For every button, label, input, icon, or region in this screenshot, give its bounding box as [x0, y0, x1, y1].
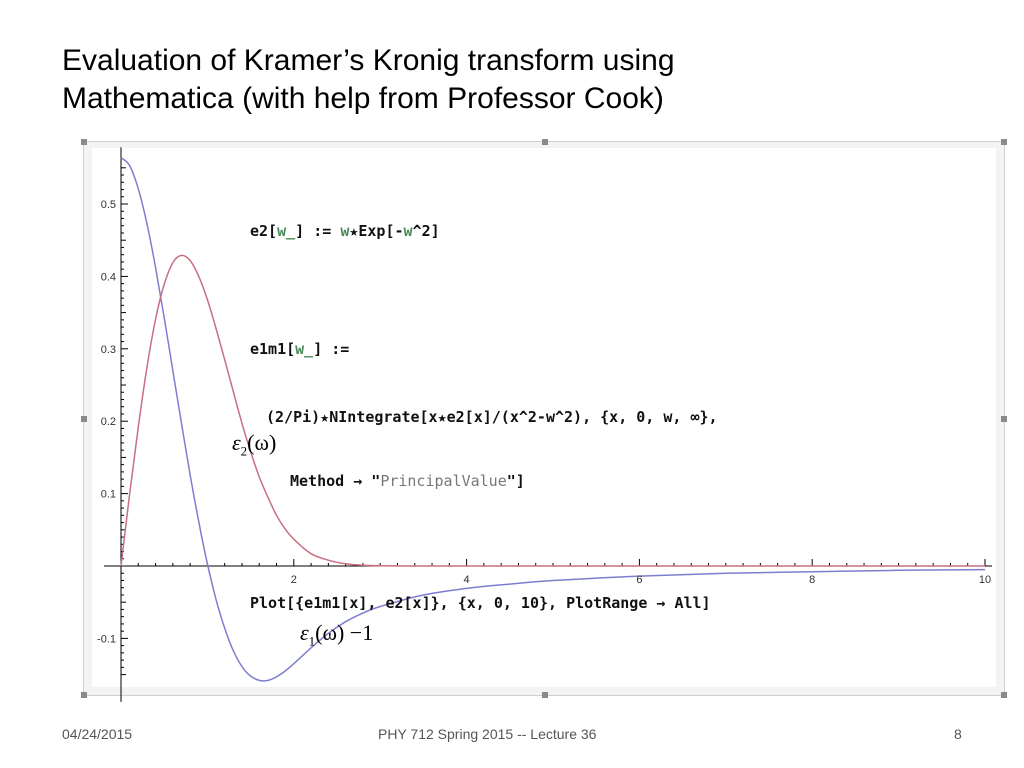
- resize-handle-br[interactable]: [1001, 692, 1007, 698]
- code-token: ] :=: [313, 340, 350, 358]
- y-tick-label: -0.1: [97, 633, 116, 645]
- plot-canvas: [92, 148, 996, 687]
- eps1-subscript: 1: [308, 633, 316, 649]
- x-tick-label: 4: [464, 574, 470, 586]
- code-line-5: Plot[{e1m1[x], e2[x]}, {x, 0, 10}, PlotR…: [250, 594, 711, 612]
- footer-page-number: 8: [954, 726, 962, 742]
- series-line-e1m1: [120, 157, 986, 682]
- footer-course: PHY 712 Spring 2015 -- Lecture 36: [378, 726, 597, 742]
- code-token: w: [403, 222, 413, 240]
- code-token: w: [340, 222, 350, 240]
- x-tick-label: 6: [636, 574, 642, 586]
- code-line-4: Method → "PrincipalValue"]: [250, 471, 718, 491]
- code-token: ★Exp[-: [349, 222, 404, 240]
- code-token: "]: [506, 472, 525, 490]
- code-token: ] :=: [295, 222, 341, 240]
- code-line-2: e1m1[w_] :=: [250, 339, 718, 359]
- slide-title: Evaluation of Kramer’s Kronig transform …: [62, 42, 962, 118]
- y-tick-label: 0.5: [101, 199, 116, 211]
- eps2-argument: (ω): [247, 430, 277, 455]
- x-tick-label: 10: [979, 574, 991, 586]
- footer-date: 04/24/2015: [62, 726, 133, 742]
- code-token: e2[: [250, 222, 278, 240]
- code-line-3: (2/Pi)★NIntegrate[x★e2[x]/(x^2-w^2), {x,…: [266, 408, 718, 426]
- slide-title-line-2: Mathematica (with help from Professor Co…: [62, 82, 664, 115]
- eps2-subscript: 2: [240, 443, 248, 459]
- code-token: Method → ": [290, 472, 381, 490]
- x-tick-label: 8: [809, 574, 815, 586]
- mathematica-code: e2[w_] := w★Exp[-w^2] e1m1[w_] := (2/Pi)…: [250, 181, 718, 633]
- y-tick-label: 0.2: [101, 416, 116, 428]
- resize-handle-tc[interactable]: [542, 139, 548, 145]
- slide-title-line-1: Evaluation of Kramer’s Kronig transform …: [62, 44, 675, 77]
- resize-handle-mr[interactable]: [1001, 416, 1007, 422]
- resize-handle-tr[interactable]: [1001, 139, 1007, 145]
- resize-handle-ml[interactable]: [81, 416, 87, 422]
- y-tick-label: 0.3: [101, 344, 116, 356]
- x-tick-label: 2: [291, 574, 297, 586]
- resize-handle-bl[interactable]: [81, 692, 87, 698]
- plot-figure[interactable]: [81, 139, 1007, 698]
- y-tick-label: 0.4: [101, 271, 116, 283]
- code-line-1: e2[w_] := w★Exp[-w^2]: [250, 221, 718, 241]
- code-token: w_: [295, 340, 314, 358]
- code-token: ^2]: [412, 222, 440, 240]
- code-token: e1m1[: [250, 340, 296, 358]
- series-line-e2: [120, 254, 985, 567]
- eps2-symbol: ε: [232, 430, 241, 455]
- code-token: w_: [277, 222, 296, 240]
- resize-handle-tl[interactable]: [81, 139, 87, 145]
- eps1-symbol: ε: [300, 620, 309, 645]
- resize-handle-bc[interactable]: [542, 692, 548, 698]
- eps1-argument: (ω) −1: [315, 620, 374, 645]
- plot-curves: [120, 157, 986, 682]
- tick-labels: 2 4 6 8 10 -0.1 0.1 0.2 0.3 0.4 0.5: [97, 199, 991, 645]
- code-token: PrincipalValue: [380, 472, 507, 490]
- y-tick-label: 0.1: [101, 489, 116, 501]
- eps2-label: ε2(ω): [232, 430, 276, 459]
- eps1-label: ε1(ω) −1: [300, 620, 373, 649]
